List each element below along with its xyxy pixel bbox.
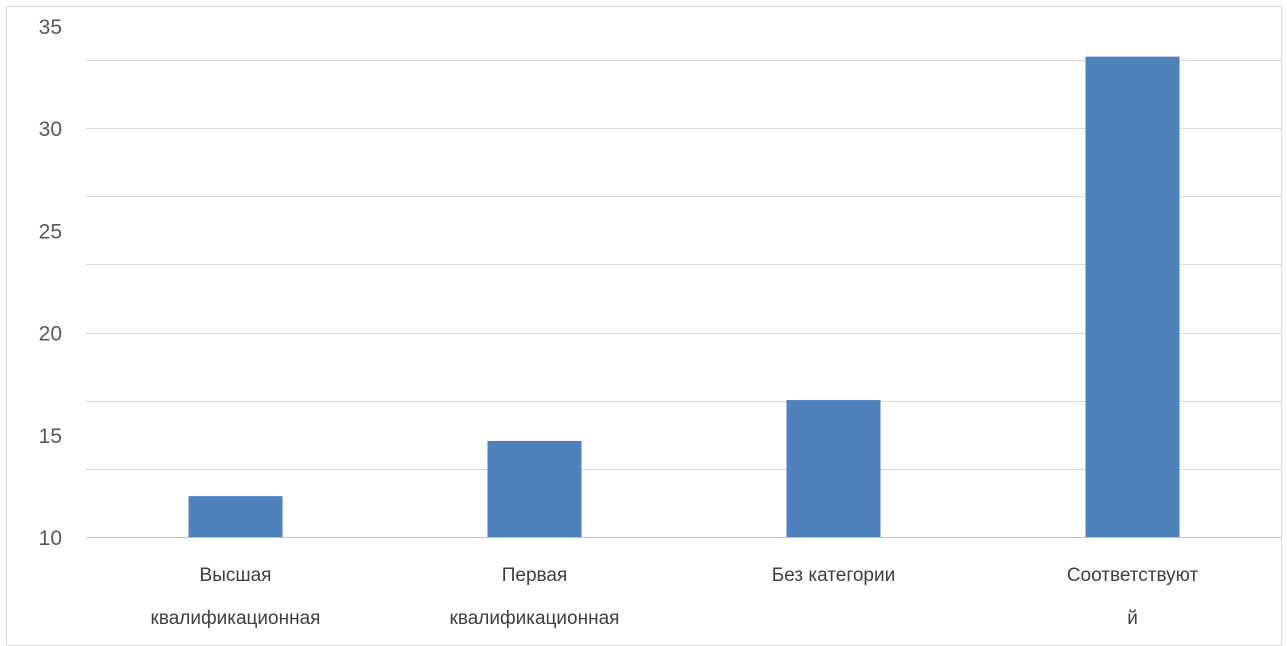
y-axis-ticks: 10 15 20 25 30 35 xyxy=(39,16,62,550)
x-axis-labels: Высшая квалификационная Первая квалификацио… xyxy=(151,565,1199,629)
x-tick-label: Соответствуют xyxy=(1067,565,1199,586)
y-tick-label: 30 xyxy=(39,118,62,141)
bar xyxy=(487,440,582,537)
x-tick-label: Первая xyxy=(502,565,568,586)
bar xyxy=(786,400,881,537)
y-tick-label: 10 xyxy=(39,527,62,550)
chart-frame xyxy=(6,6,1282,646)
bar xyxy=(1085,56,1180,537)
x-tick-label: Высшая xyxy=(200,565,272,586)
y-tick-label: 20 xyxy=(39,323,62,346)
x-tick-label: квалификационная xyxy=(450,608,620,629)
x-tick-label: й xyxy=(1127,608,1138,629)
bar xyxy=(188,496,283,537)
x-tick-label: квалификационная xyxy=(151,608,321,629)
x-tick-label: Без категории xyxy=(772,565,895,586)
gridlines xyxy=(86,60,1282,470)
y-tick-label: 35 xyxy=(39,16,62,39)
y-tick-label: 15 xyxy=(39,425,62,448)
bars xyxy=(188,56,1180,537)
y-tick-label: 25 xyxy=(39,220,62,243)
